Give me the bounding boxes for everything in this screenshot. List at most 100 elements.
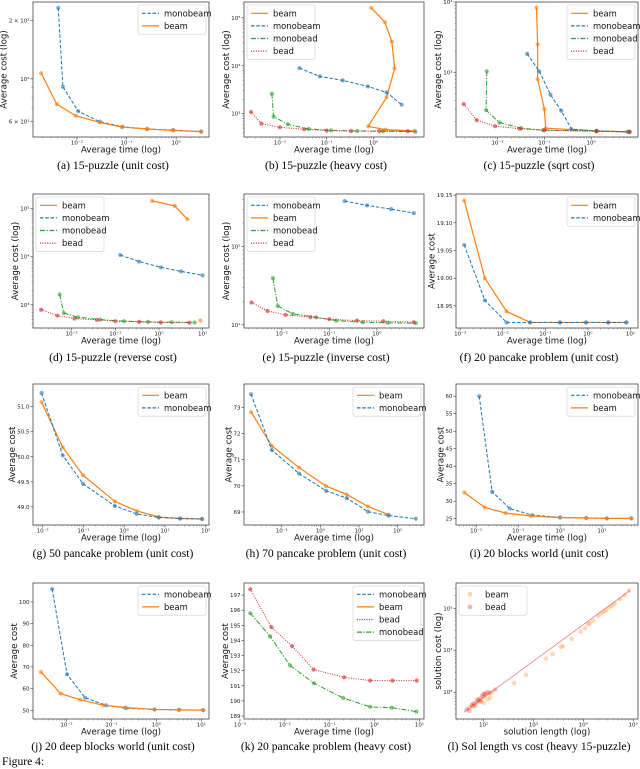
y-tick-label: 51.0 [17,405,30,411]
data-point [50,586,55,592]
data-point [73,113,78,118]
data-point [535,42,540,47]
legend-box [566,386,636,417]
data-point [462,198,467,203]
data-point [606,320,611,325]
series-monobeam [248,392,418,521]
series-beam [38,669,206,713]
legend-box [352,585,422,641]
data-point [542,106,547,112]
data-point [158,265,163,270]
y-axis-label: Average cost (log) [0,30,10,108]
data-point [369,5,374,10]
legend-label: beam [273,8,297,18]
x-tick-label: 10⁰ [152,722,162,729]
legend-label: monobeam [593,213,640,223]
data-point [390,678,395,683]
data-point [482,298,487,303]
data-point [366,124,371,129]
subfigure-caption: (h) 70 pancake problem (unit cost) [246,547,407,560]
data-point [270,276,276,281]
data-point [248,587,253,592]
series-bead [249,300,416,325]
data-point [171,128,176,133]
series-line [463,244,627,323]
data-point [39,71,44,76]
plot-area [248,587,419,714]
x-tick-label: 10⁰ [587,140,597,147]
series-line [40,671,204,711]
y-tick-label: 60 [446,394,453,400]
data-point [112,503,117,509]
series-monobeam [462,242,629,325]
series-line [41,392,203,520]
data-point [178,516,183,521]
plot-area [249,198,418,326]
plot-area [461,5,632,134]
data-point [311,667,316,672]
series-beam [39,399,205,522]
data-point [185,217,190,222]
legend: beam monobeam monobead bead [566,4,640,60]
y-tick-label: 10³ [443,69,452,76]
data-point [344,492,349,497]
data-point [156,515,161,520]
y-tick-label: 10³ [231,111,240,118]
data-point [118,252,123,258]
legend: monobeam beam [137,4,211,35]
y-axis-label: Average cost [436,426,446,482]
x-axis-label: Average time (log) [294,337,374,347]
data-point [489,689,495,695]
legend-label: bead [485,602,506,612]
plot-area [39,390,205,522]
data-point [60,84,65,89]
data-point [596,613,601,619]
legend-box [566,196,636,227]
data-point [626,588,632,593]
legend-label: bead [593,46,614,56]
data-point [594,129,599,134]
y-tick-label: 35 [446,482,453,488]
data-point [277,125,283,130]
y-tick-label: 10¹ [231,322,240,329]
data-point [285,122,290,127]
series-monobeam [39,390,205,522]
data-point [342,198,347,204]
x-tick-label: 10⁻¹ [109,331,121,338]
y-axis-label: solution cost (log) [434,612,444,689]
data-point [474,118,479,123]
x-tick-label: 10⁰ [154,331,164,338]
plot-frame [243,1,425,138]
data-point [342,675,347,680]
data-point [187,320,192,325]
data-point [461,101,466,107]
data-point [413,516,418,521]
legend-label: monobeam [379,589,426,599]
legend-label: monobead [593,34,638,44]
subfigure-caption: (d) 15-puzzle (reverse cost) [49,351,177,364]
series-monobeam [342,198,416,216]
data-point [550,651,556,657]
chart-panel: 10⁻² 10⁻¹ 10⁰ 10¹ 25 30 35 40 45 50 55 60 monobeam be… [436,383,640,560]
data-point [472,703,478,709]
y-tick-label: 70 [234,484,241,490]
data-point [382,20,387,25]
data-point [385,320,390,325]
legend-label: monobeam [62,213,109,223]
x-tick-label: 10⁻² [279,722,291,729]
x-axis-label: Average time (log) [294,728,374,738]
data-point [136,319,142,324]
subfigure-caption: (f) 20 pancake problem (unit cost) [460,351,619,364]
data-point [523,672,529,678]
series-beam [366,5,417,134]
legend-box [246,4,316,60]
data-point [411,210,416,216]
x-tick-label: 10² [393,528,402,535]
data-point [269,91,274,96]
x-tick-label: 10¹ [597,528,606,535]
data-point [317,74,322,79]
legend-label: beam [379,602,403,612]
data-point [414,678,419,683]
legend: beam monobeam [352,386,426,417]
